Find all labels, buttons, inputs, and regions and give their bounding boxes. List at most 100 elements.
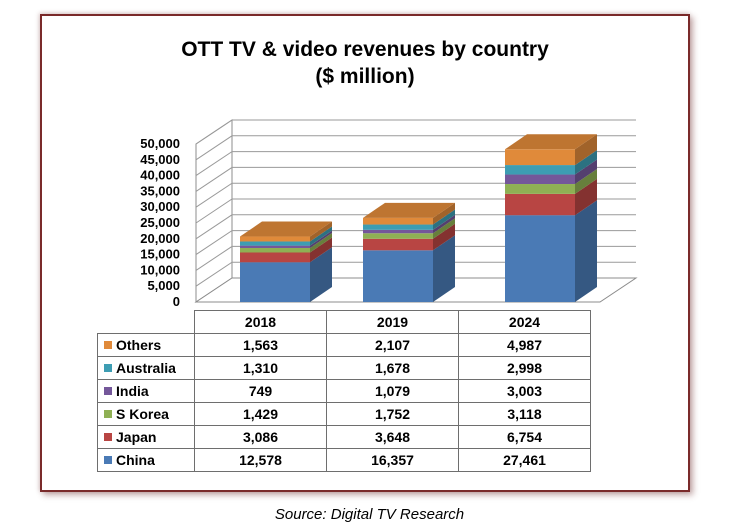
gridline <box>195 230 636 256</box>
bar-segment-side <box>433 218 455 239</box>
bar-segment-front <box>363 238 433 251</box>
y-tick-label: 5,000 <box>147 278 180 293</box>
data-table-corner <box>97 310 195 334</box>
bar-segment-side <box>575 200 597 302</box>
y-tick-label: 35,000 <box>140 183 180 198</box>
gridline <box>195 119 636 145</box>
bar-segment-front <box>505 174 575 185</box>
data-table-value: 2,998 <box>458 356 591 380</box>
bar-segment-front <box>240 241 310 246</box>
series-name: S Korea <box>116 406 169 422</box>
data-table-series-label: China <box>97 448 195 472</box>
bar-segment-front <box>363 233 433 239</box>
legend-swatch <box>104 341 112 349</box>
gridline <box>195 182 636 208</box>
data-table-value: 27,461 <box>458 448 591 472</box>
bar-segment-side <box>575 178 597 216</box>
y-tick-label: 15,000 <box>140 247 180 262</box>
bar-segment-side <box>575 159 597 185</box>
y-tick-label: 30,000 <box>140 199 180 214</box>
legend-swatch <box>104 456 112 464</box>
legend-swatch <box>104 387 112 395</box>
series-name: Others <box>116 337 162 353</box>
data-table-series-label: Japan <box>97 425 195 449</box>
y-tick-label: 10,000 <box>140 262 180 277</box>
bar-segment-front <box>505 184 575 194</box>
data-table-series-label: India <box>97 379 195 403</box>
y-tick-label: 50,000 <box>140 136 180 151</box>
series-name: India <box>116 383 149 399</box>
gridline <box>195 166 636 192</box>
chart-title-line1: OTT TV & video revenues by country <box>181 38 549 61</box>
bar-segment-front <box>505 215 575 302</box>
bar-segment-top <box>363 202 455 218</box>
legend-swatch <box>104 433 112 441</box>
data-table-year: 2019 <box>326 310 459 334</box>
data-table-row: India 749 1,079 3,003 <box>97 379 591 403</box>
data-table-value: 4,987 <box>458 333 591 357</box>
data-table-value: 749 <box>194 379 327 403</box>
data-table-row: China 12,578 16,357 27,461 <box>97 448 591 472</box>
bar-segment-front <box>363 229 433 234</box>
data-table-row: Japan 3,086 3,648 6,754 <box>97 425 591 449</box>
bar-segment-front <box>505 193 575 216</box>
data-table-value: 6,754 <box>458 425 591 449</box>
y-tick-label: 0 <box>173 294 180 309</box>
y-tick-label: 45,000 <box>140 152 180 167</box>
bar-segment-side <box>433 209 455 230</box>
data-table-value: 3,003 <box>458 379 591 403</box>
data-table-row: S Korea 1,429 1,752 3,118 <box>97 402 591 426</box>
source-note: Source: Digital TV Research <box>274 506 465 523</box>
bar-segment-front <box>363 224 433 230</box>
bar-segment-front <box>363 250 433 302</box>
data-table: 2018 2019 2024 Others 1,563 2,107 4,987 Aust… <box>97 310 591 472</box>
gridline <box>195 245 636 271</box>
gridline <box>195 261 636 287</box>
bar-segment-side <box>433 235 455 302</box>
data-table-year: 2024 <box>458 310 591 334</box>
bar-segment-side <box>310 237 332 263</box>
bar-segment-side <box>310 247 332 302</box>
bar-segment-side <box>433 214 455 234</box>
bar-segment-side <box>310 232 332 253</box>
data-table-value: 2,107 <box>326 333 459 357</box>
data-table-row: Others 1,563 2,107 4,987 <box>97 333 591 357</box>
bar-segment-front <box>363 217 433 225</box>
bar-segment-side <box>310 230 332 248</box>
data-table-value: 3,086 <box>194 425 327 449</box>
bar-segment-front <box>240 245 310 248</box>
bar-segment-front <box>240 236 310 242</box>
chart-title-line2: ($ million) <box>315 65 415 88</box>
bar-segment-top <box>505 134 597 150</box>
series-name: Japan <box>116 429 157 445</box>
bar-segment-front <box>240 262 310 302</box>
bar-segment-side <box>310 226 332 246</box>
data-table-value: 1,752 <box>326 402 459 426</box>
data-table-value: 16,357 <box>326 448 459 472</box>
bar-segment-side <box>575 169 597 194</box>
legend-swatch <box>104 364 112 372</box>
bar-segment-top <box>240 221 332 237</box>
bar-segment-side <box>433 202 455 225</box>
y-tick-label: 25,000 <box>140 215 180 230</box>
bar-segment-side <box>433 223 455 251</box>
bar-segment-side <box>575 134 597 166</box>
bar-segment-front <box>240 247 310 253</box>
gridline <box>195 151 636 177</box>
data-table-header-row: 2018 2019 2024 <box>97 310 591 334</box>
data-table-series-label: S Korea <box>97 402 195 426</box>
data-table-series-label: Australia <box>97 356 195 380</box>
gridline <box>195 135 636 161</box>
data-table-value: 1,079 <box>326 379 459 403</box>
data-table-year: 2018 <box>194 310 327 334</box>
data-table-series-label: Others <box>97 333 195 357</box>
y-tick-label: 40,000 <box>140 168 180 183</box>
bar-segment-front <box>240 252 310 263</box>
data-table-value: 1,429 <box>194 402 327 426</box>
data-table-value: 3,648 <box>326 425 459 449</box>
y-tick-label: 20,000 <box>140 231 180 246</box>
bar-segment-side <box>575 150 597 175</box>
data-table-value: 1,678 <box>326 356 459 380</box>
chart-title: OTT TV & video revenues by country ($ mi… <box>40 36 690 90</box>
